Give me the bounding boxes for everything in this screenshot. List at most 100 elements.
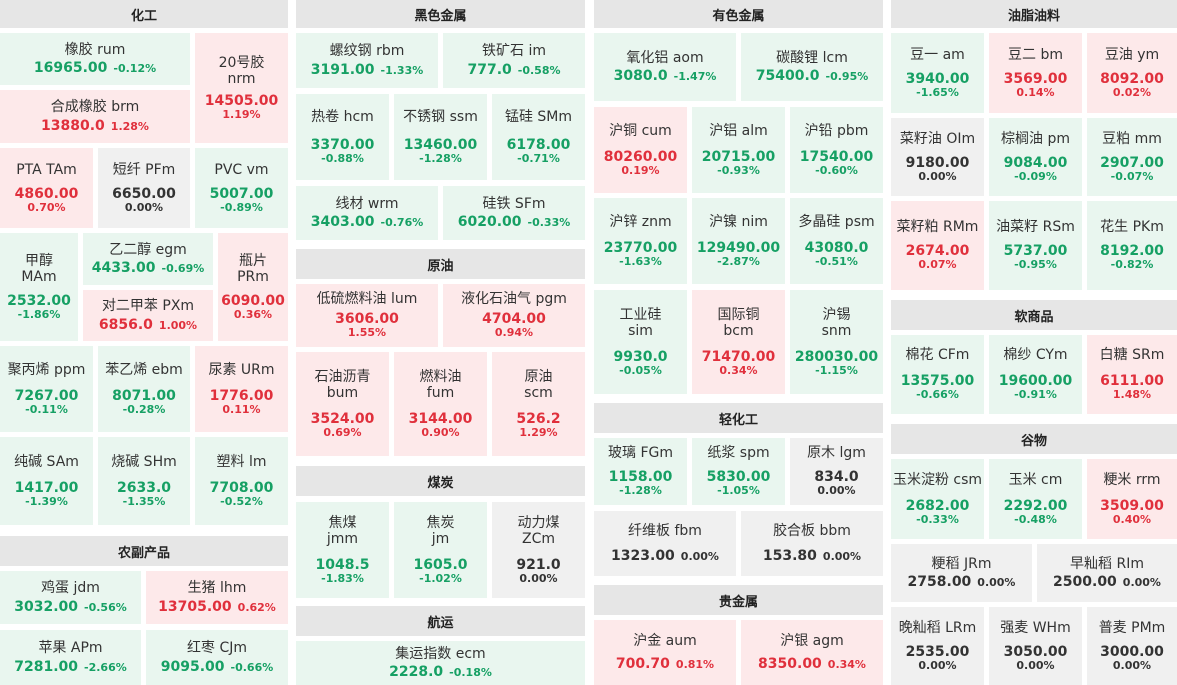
quote-mam[interactable]: 甲醇 MAm 2532.00 -1.86%: [0, 233, 78, 341]
quote-price: 1776.00: [209, 387, 274, 404]
quote-mm[interactable]: 豆粕 mm 2907.00 -0.07%: [1087, 118, 1177, 196]
quote-bcm[interactable]: 国际铜 bcm 71470.00 0.34%: [692, 290, 785, 394]
quote-tam[interactable]: PTA TAm 4860.00 0.70%: [0, 148, 93, 228]
quote-ym[interactable]: 豆油 ym 8092.00 0.02%: [1087, 33, 1177, 113]
quote-price: 6178.00: [506, 136, 571, 153]
quote-change: -2.87%: [717, 254, 760, 268]
quote-price: 1323.00: [611, 547, 675, 564]
quote-price: 7281.00: [14, 658, 79, 675]
quote-vm[interactable]: PVC vm 5007.00 -0.89%: [195, 148, 288, 228]
quote-shm[interactable]: 烧碱 SHm 2633.0 -1.35%: [98, 437, 190, 525]
quote-ecm[interactable]: 集运指数 ecm 2228.0 -0.18%: [296, 641, 585, 685]
quote-pmm[interactable]: 普麦 PMm 3000.00 0.00%: [1087, 607, 1177, 685]
quote-urm[interactable]: 尿素 URm 1776.00 0.11%: [195, 346, 288, 432]
quote-im[interactable]: 铁矿石 im 777.0 -0.58%: [443, 33, 585, 88]
quote-jmm[interactable]: 焦煤 jmm 1048.5 -1.83%: [296, 502, 389, 598]
quote-egm[interactable]: 乙二醇 egm 4433.00 -0.69%: [83, 233, 213, 285]
quote-znm[interactable]: 沪锌 znm 23770.00 -1.63%: [594, 198, 687, 284]
quote-wrm[interactable]: 线材 wrm 3403.00 -0.76%: [296, 186, 438, 240]
quote-prm[interactable]: 瓶片 PRm 6090.00 0.36%: [218, 233, 288, 341]
quote-name: 对二甲苯 PXm: [101, 298, 195, 315]
quote-change: -0.07%: [1110, 169, 1154, 183]
quote-whm[interactable]: 强麦 WHm 3050.00 0.00%: [989, 607, 1082, 685]
quote-pkm[interactable]: 花生 PKm 8192.00 -0.82%: [1087, 201, 1177, 290]
quote-jm[interactable]: 焦炭 jm 1605.0 -1.02%: [394, 502, 487, 598]
quote-name: 焦煤: [328, 514, 357, 531]
quote-ssm[interactable]: 不锈钢 ssm 13460.00 -1.28%: [394, 94, 487, 180]
quote-hcm[interactable]: 热卷 hcm 3370.00 -0.88%: [296, 94, 389, 180]
quote-name: 棕榈油 pm: [1001, 130, 1070, 147]
quote-spm[interactable]: 纸浆 spm 5830.00 -1.05%: [692, 438, 785, 505]
quote-psm[interactable]: 多晶硅 psm 43080.0 -0.51%: [790, 198, 883, 284]
quote-aom[interactable]: 氧化铝 aom 3080.0 -1.47%: [594, 33, 736, 101]
quote-csm[interactable]: 玉米淀粉 csm 2682.00 -0.33%: [891, 459, 984, 539]
quote-price: 19600.00: [998, 373, 1073, 390]
quote-rmm[interactable]: 菜籽粕 RMm 2674.00 0.07%: [891, 201, 984, 290]
quote-name: 棉纱 CYm: [1003, 347, 1068, 364]
quote-cfm[interactable]: 棉花 CFm 13575.00 -0.66%: [891, 335, 984, 414]
quote-bum[interactable]: 石油沥青 bum 3524.00 0.69%: [296, 352, 389, 456]
quote-lum[interactable]: 低硫燃料油 lum 3606.00 1.55%: [296, 284, 438, 347]
quote-change: -0.71%: [517, 151, 560, 165]
quote-lhm[interactable]: 生猪 lhm 13705.00 0.62%: [146, 571, 288, 624]
quote-jdm[interactable]: 鸡蛋 jdm 3032.00 -0.56%: [0, 571, 141, 624]
quote-lrm[interactable]: 晚籼稻 LRm 2535.00 0.00%: [891, 607, 984, 685]
quote-apm[interactable]: 苹果 APm 7281.00 -2.66%: [0, 630, 141, 685]
quote-aum[interactable]: 沪金 aum 700.70 0.81%: [594, 620, 736, 685]
quote-nim[interactable]: 沪镍 nim 129490.00 -2.87%: [692, 198, 785, 284]
quote-ebm[interactable]: 苯乙烯 ebm 8071.00 -0.28%: [98, 346, 190, 432]
quote-pxm[interactable]: 对二甲苯 PXm 6856.0 1.00%: [83, 290, 213, 341]
quote-name: 苯乙烯 ebm: [105, 361, 183, 378]
quote-rsm[interactable]: 油菜籽 RSm 5737.00 -0.95%: [989, 201, 1082, 290]
quote-alm[interactable]: 沪铝 alm 20715.00 -0.93%: [692, 107, 785, 193]
quote-code: snm: [821, 322, 852, 339]
section-title: 油脂油料: [1007, 8, 1060, 24]
quote-olm[interactable]: 菜籽油 OIm 9180.00 0.00%: [891, 118, 984, 196]
quote-fgm[interactable]: 玻璃 FGm 1158.00 -1.28%: [594, 438, 687, 505]
quote-price: 43080.0: [804, 239, 869, 256]
quote-cum[interactable]: 沪铜 cum 80260.00 0.19%: [594, 107, 687, 193]
quote-rbm[interactable]: 螺纹钢 rbm 3191.00 -1.33%: [296, 33, 438, 88]
quote-bbm[interactable]: 胶合板 bbm 153.80 0.00%: [741, 511, 883, 576]
quote-zcm[interactable]: 动力煤 ZCm 921.0 0.00%: [492, 502, 585, 598]
quote-scm[interactable]: 原油 scm 526.2 1.29%: [492, 352, 585, 456]
quote-jrm[interactable]: 粳稻 JRm 2758.00 0.00%: [891, 544, 1032, 602]
section-header-softs: 软商品: [891, 300, 1177, 330]
quote-sfm[interactable]: 硅铁 SFm 6020.00 -0.33%: [443, 186, 585, 240]
quote-pfm[interactable]: 短纤 PFm 6650.00 0.00%: [98, 148, 190, 228]
quote-lcm[interactable]: 碳酸锂 lcm 75400.0 -0.95%: [741, 33, 883, 101]
quote-name: 粳米 rrm: [1103, 471, 1161, 488]
quote-snm[interactable]: 沪锡 snm 280030.00 -1.15%: [790, 290, 883, 394]
quote-brm[interactable]: 合成橡胶 brm 13880.0 1.28%: [0, 90, 190, 143]
quote-pbm[interactable]: 沪铅 pbm 17540.00 -0.60%: [790, 107, 883, 193]
quote-am[interactable]: 豆一 am 3940.00 -1.65%: [891, 33, 984, 113]
quote-sam[interactable]: 纯碱 SAm 1417.00 -1.39%: [0, 437, 93, 525]
quote-change: -0.66%: [230, 660, 274, 674]
quote-lm[interactable]: 塑料 lm 7708.00 -0.52%: [195, 437, 288, 525]
quote-pgm[interactable]: 液化石油气 pgm 4704.00 0.94%: [443, 284, 585, 347]
quote-rum[interactable]: 橡胶 rum 16965.00 -0.12%: [0, 33, 190, 85]
quote-ppm[interactable]: 聚丙烯 ppm 7267.00 -0.11%: [0, 346, 93, 432]
quote-pm[interactable]: 棕榈油 pm 9084.00 -0.09%: [989, 118, 1082, 196]
quote-name: 氧化铝 aom: [626, 49, 704, 66]
section-header-shipping: 航运: [296, 606, 585, 636]
quote-lgm[interactable]: 原木 lgm 834.0 0.00%: [790, 438, 883, 505]
quote-price: 6111.00: [1100, 373, 1164, 390]
quote-price: 3191.00: [310, 61, 375, 78]
quote-name: 红枣 CJm: [187, 640, 247, 657]
quote-fum[interactable]: 燃料油 fum 3144.00 0.90%: [394, 352, 487, 456]
quote-price: 23770.00: [603, 239, 678, 256]
quote-sim[interactable]: 工业硅 sim 9930.0 -0.05%: [594, 290, 687, 394]
quote-fbm[interactable]: 纤维板 fbm 1323.00 0.00%: [594, 511, 736, 576]
quote-agm[interactable]: 沪银 agm 8350.00 0.34%: [741, 620, 883, 685]
quote-nrm[interactable]: 20号胶 nrm 14505.00 1.19%: [195, 33, 288, 143]
quote-cm[interactable]: 玉米 cm 2292.00 -0.48%: [989, 459, 1082, 539]
quote-rrm[interactable]: 粳米 rrm 3509.00 0.40%: [1087, 459, 1177, 539]
quote-srm[interactable]: 白糖 SRm 6111.00 1.48%: [1087, 335, 1177, 414]
quote-cjm[interactable]: 红枣 CJm 9095.00 -0.66%: [146, 630, 288, 685]
quote-cym[interactable]: 棉纱 CYm 19600.00 -0.91%: [989, 335, 1082, 414]
quote-smm[interactable]: 锰硅 SMm 6178.00 -0.71%: [492, 94, 585, 180]
quote-bm[interactable]: 豆二 bm 3569.00 0.14%: [989, 33, 1082, 113]
section-header-agricultural: 农副产品: [0, 536, 288, 566]
quote-rim[interactable]: 早籼稻 RIm 2500.00 0.00%: [1037, 544, 1177, 602]
